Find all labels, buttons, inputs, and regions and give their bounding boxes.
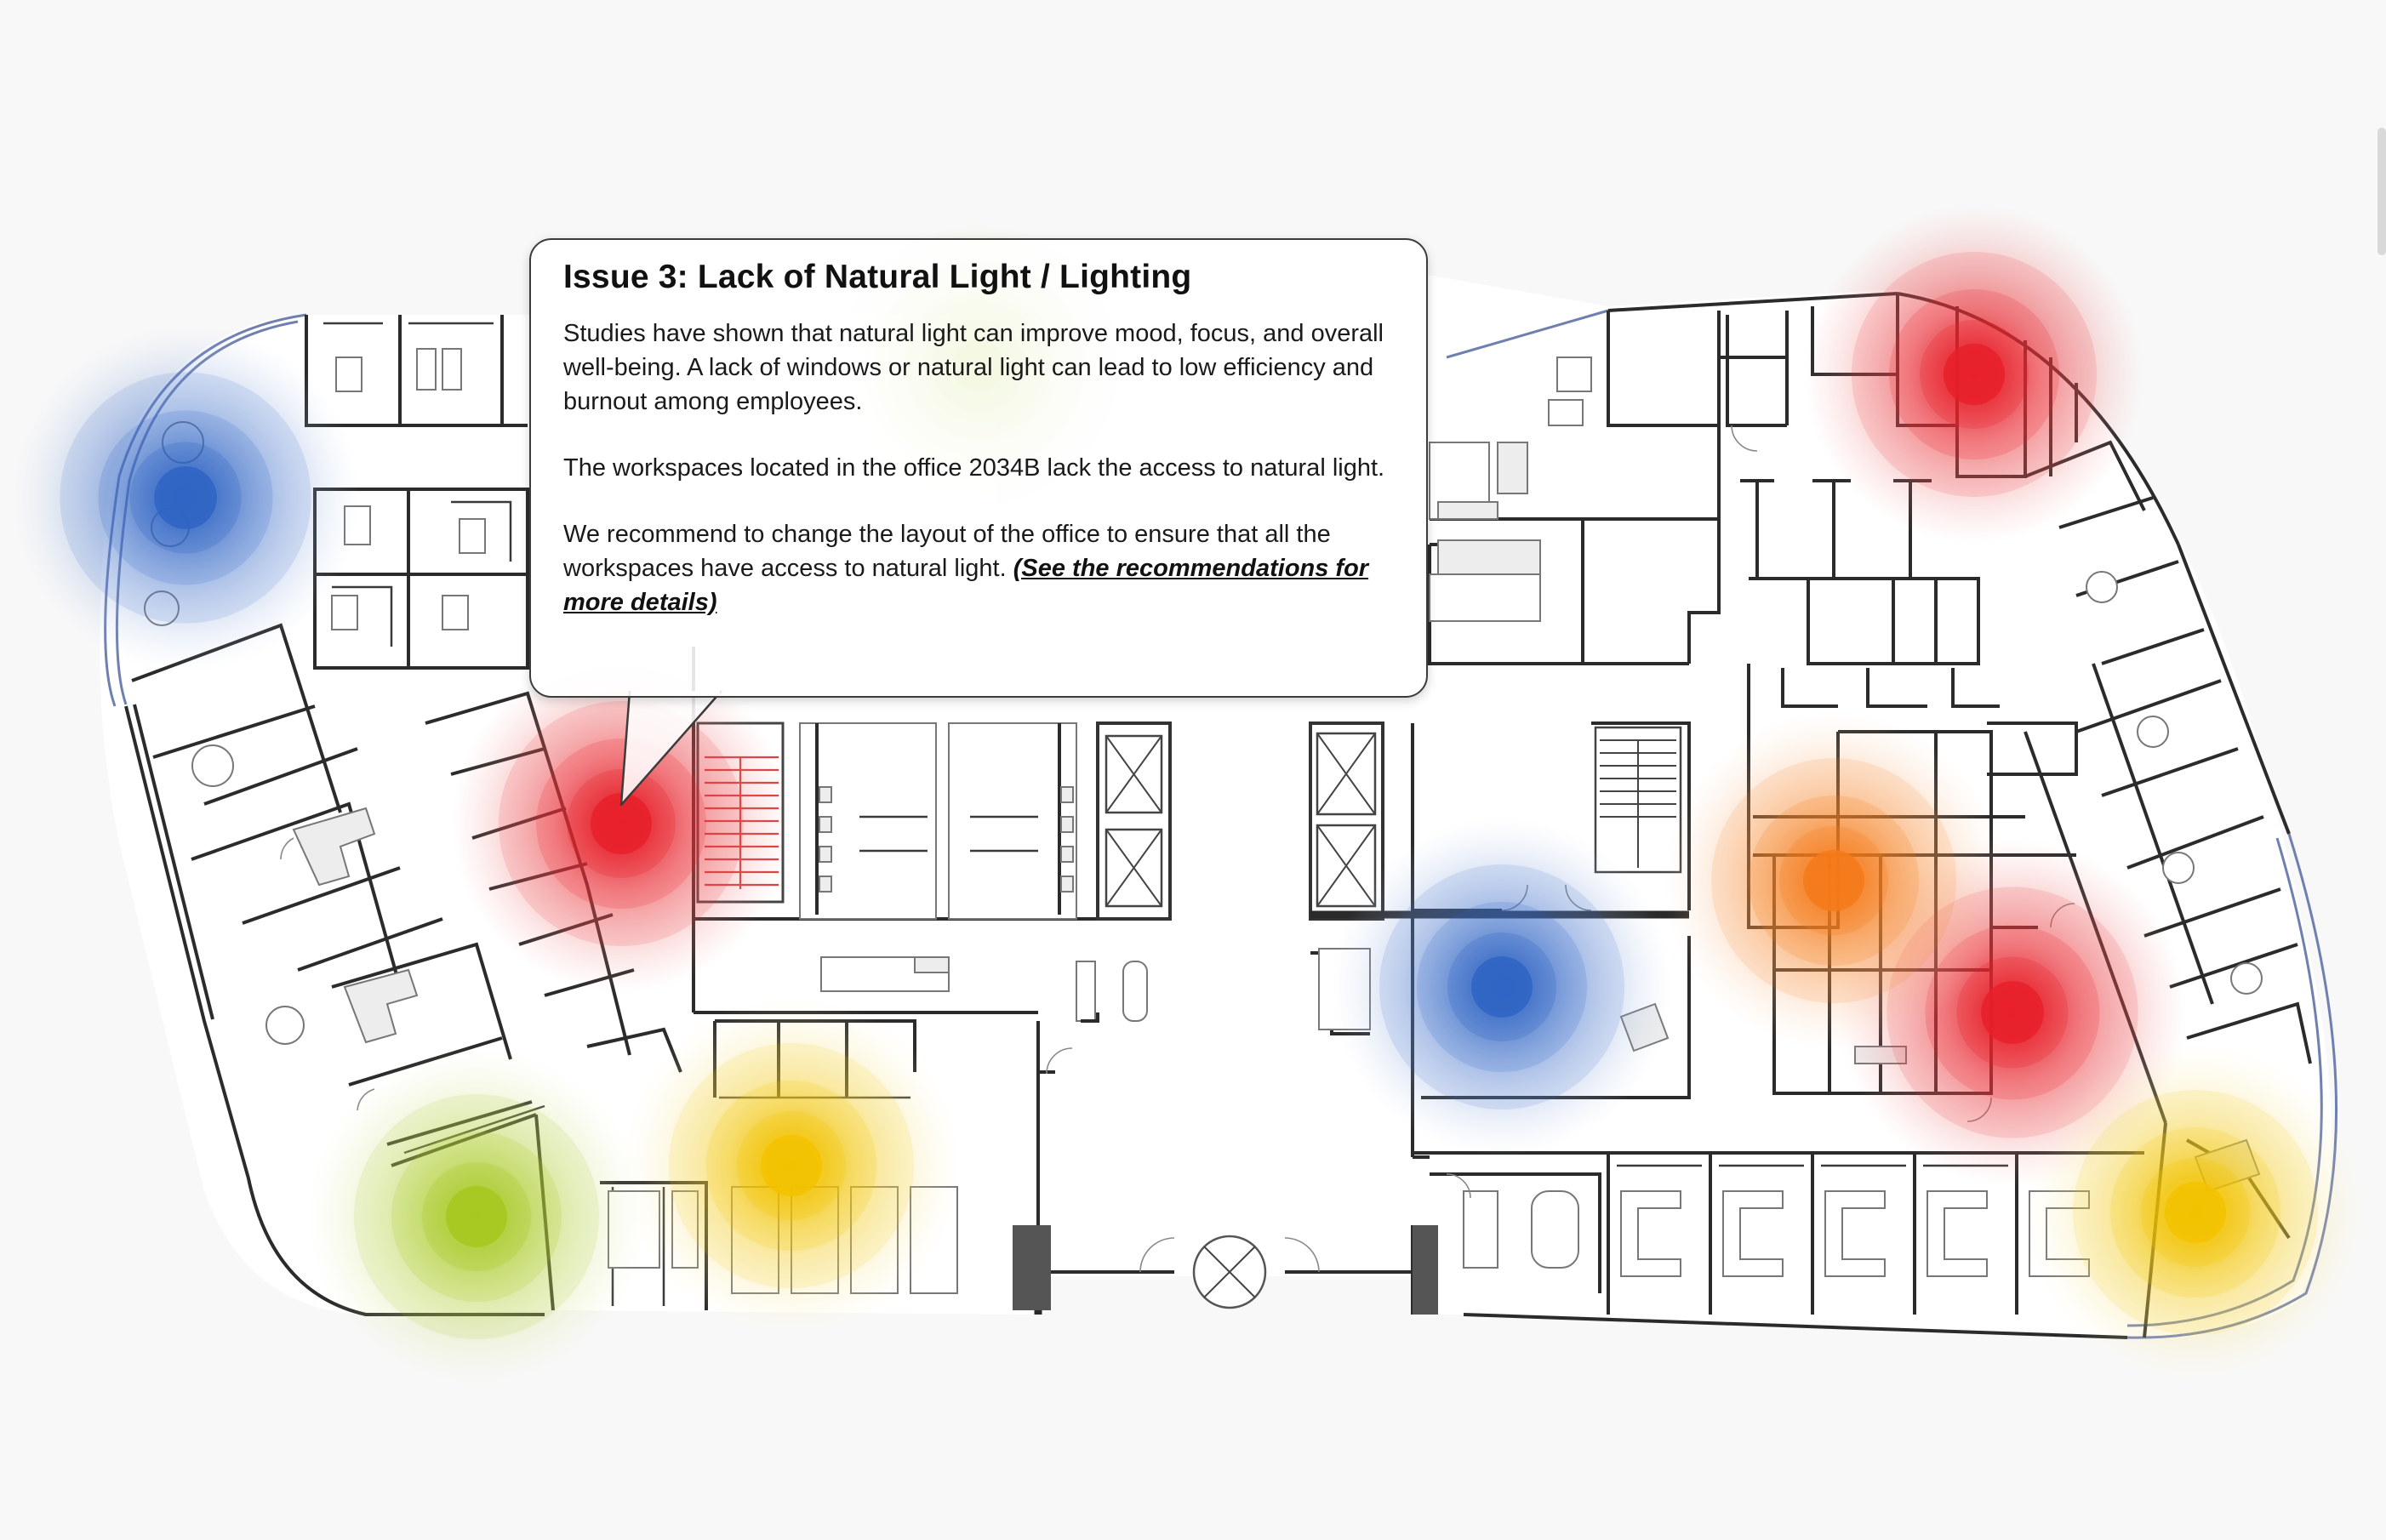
- heat-core-red: [591, 793, 652, 854]
- callout-paragraph-1: Studies have shown that natural light ca…: [563, 320, 1384, 415]
- heat-core-blue: [1471, 956, 1533, 1018]
- heat-core-yellow: [761, 1135, 822, 1196]
- heat-core-green: [446, 1186, 507, 1247]
- central-core: [692, 647, 1691, 1315]
- heat-core-red: [1944, 344, 2005, 405]
- callout-paragraph-3: We recommend to change the layout of the…: [563, 517, 1394, 619]
- heat-core-yellow: [2165, 1182, 2226, 1243]
- callout-recommendation-text: We recommend to change the layout of the…: [563, 521, 1331, 582]
- callout-pointer: [619, 690, 722, 807]
- heat-core-orange: [1803, 850, 1864, 911]
- heat-core-red: [1981, 981, 2044, 1044]
- scrollbar[interactable]: [2377, 128, 2386, 255]
- see-recommendations-link[interactable]: (See the recommendations for more detail…: [563, 555, 1369, 616]
- issue-callout: Issue 3: Lack of Natural Light / Lightin…: [529, 238, 1428, 698]
- callout-title: Issue 3: Lack of Natural Light / Lightin…: [563, 259, 1192, 295]
- callout-paragraph-2: The workspaces located in the office 203…: [563, 454, 1385, 482]
- heat-core-blue: [154, 466, 217, 529]
